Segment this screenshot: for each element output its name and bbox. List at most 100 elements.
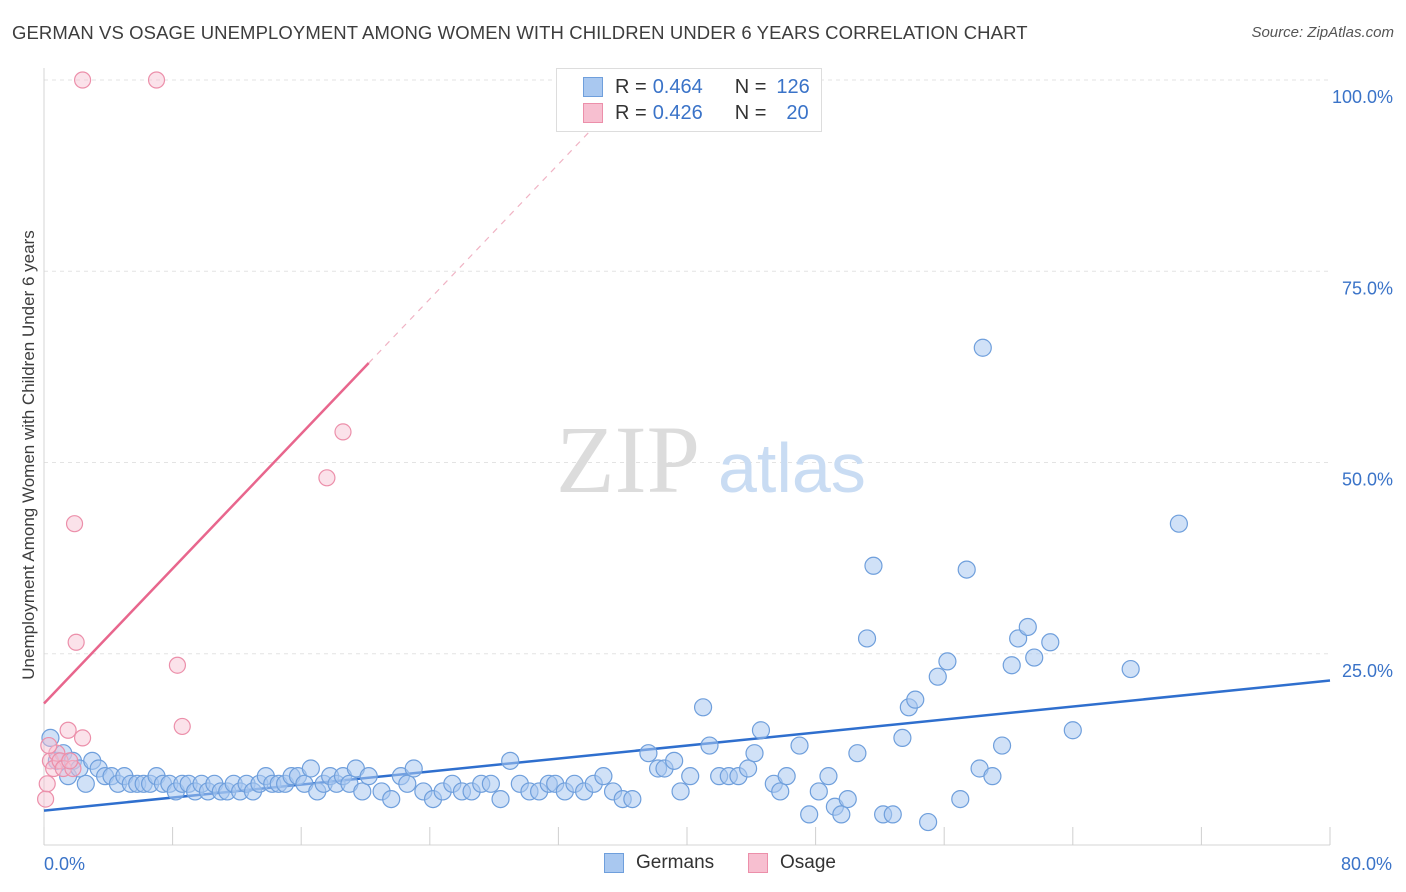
germans-point [404,759,423,778]
germans-point [771,782,790,801]
germans-point [832,805,851,824]
legend-item-germans: Germans [604,852,714,874]
germans-point [893,728,912,748]
germans-point [671,782,690,801]
germans-point [983,767,1002,786]
osage-point [38,775,56,793]
germans-point [751,721,771,740]
osage-point [73,71,92,89]
germans-point [301,759,320,778]
osage-swatch [583,103,603,123]
germans-point [928,667,947,686]
germans-point [957,560,976,579]
germans-legend-label: Germans [636,852,715,873]
germans-point [992,736,1012,755]
osage-point [168,656,187,674]
legend-item-osage: Osage [748,852,836,874]
germans-point [1121,659,1140,679]
grid-lines [44,79,1330,655]
germans-points [41,338,1188,832]
osage-point [73,729,92,747]
osage-point [173,717,191,736]
germans-point [639,744,658,763]
germans-point [481,774,500,793]
germans-point [1169,514,1188,533]
germans-point [398,774,417,793]
germans-point [777,767,796,786]
x-tick-label-min: 0.0% [44,854,85,874]
osage-legend-label: Osage [780,852,836,873]
osage-point [334,423,352,441]
x-tick-label-max: 80.0% [1341,854,1392,874]
legend-n-label: N = [734,101,767,124]
germans-point [951,789,970,809]
germans-point [738,759,758,778]
germans-point [501,751,520,770]
germans-point [359,767,378,786]
legend-row-osage: R = 0.426 N = 20 [583,100,809,126]
germans-point [353,782,372,801]
osage-trend-line [43,362,370,705]
watermark-atlas: atlas [718,429,866,507]
germans-point [382,789,401,809]
germans-point [838,789,857,809]
watermark-zip: ZIP [556,406,700,513]
germans-point [848,744,867,763]
legend-r-label: R = [615,75,647,98]
legend-row-germans: R = 0.464 N = 126 [583,74,810,100]
legend-r-label: R = [615,101,647,124]
germans-point [919,812,938,832]
legend-r-value: 0.464 [652,75,703,98]
osage-point [37,790,55,808]
germans-point [594,767,613,786]
germans-point [857,629,877,648]
y-tick-label: 25.0% [1342,661,1393,681]
germans-point [883,805,902,824]
series-legend: Germans Osage [0,852,1406,878]
y-tick-label: 100.0% [1332,87,1393,107]
y-axis-label: Unemployment Among Women with Children U… [19,230,38,679]
y-tick-label: 50.0% [1342,470,1393,490]
osage-points [37,71,352,808]
axes [43,68,1331,846]
osage-point [59,721,77,739]
germans-swatch [583,77,603,97]
legend-r-value: 0.426 [652,101,703,124]
germans-point [745,744,764,763]
legend-n-label: N = [734,75,767,98]
y-tick-label: 75.0% [1342,278,1393,298]
osage-legend-swatch [748,853,768,873]
germans-point [864,556,883,575]
chart-title: GERMAN VS OSAGE UNEMPLOYMENT AMONG WOMEN… [12,22,1028,43]
y-tick-labels: 25.0% 50.0% 75.0% 100.0% [1332,87,1393,681]
source-label: Source: ZipAtlas.com [1251,24,1394,41]
germans-point [76,774,95,793]
germans-point [809,782,828,801]
germans-point [1018,617,1037,637]
germans-point [693,698,713,717]
germans-point [623,789,642,809]
germans-point [1041,633,1060,652]
germans-point [1002,656,1021,675]
germans-point [819,767,838,786]
germans-point [906,690,925,709]
watermark: ZIP atlas [556,406,866,513]
germans-point [491,789,510,809]
germans-point [1063,721,1082,740]
germans-point [665,751,684,770]
germans-point [938,652,957,671]
osage-point [147,71,166,89]
osage-trend-extension [368,121,600,364]
germans-legend-swatch [604,853,624,873]
osage-point [67,633,85,651]
osage-point [65,515,84,533]
osage-point [318,469,336,487]
germans-point [1025,648,1044,667]
correlation-legend: R = 0.464 N = 126 R = 0.426 N = 20 [556,68,822,132]
osage-point [61,752,79,770]
germans-point [681,767,700,786]
legend-n-value: 20 [786,101,809,124]
germans-point [800,805,819,824]
osage-point [40,736,58,755]
